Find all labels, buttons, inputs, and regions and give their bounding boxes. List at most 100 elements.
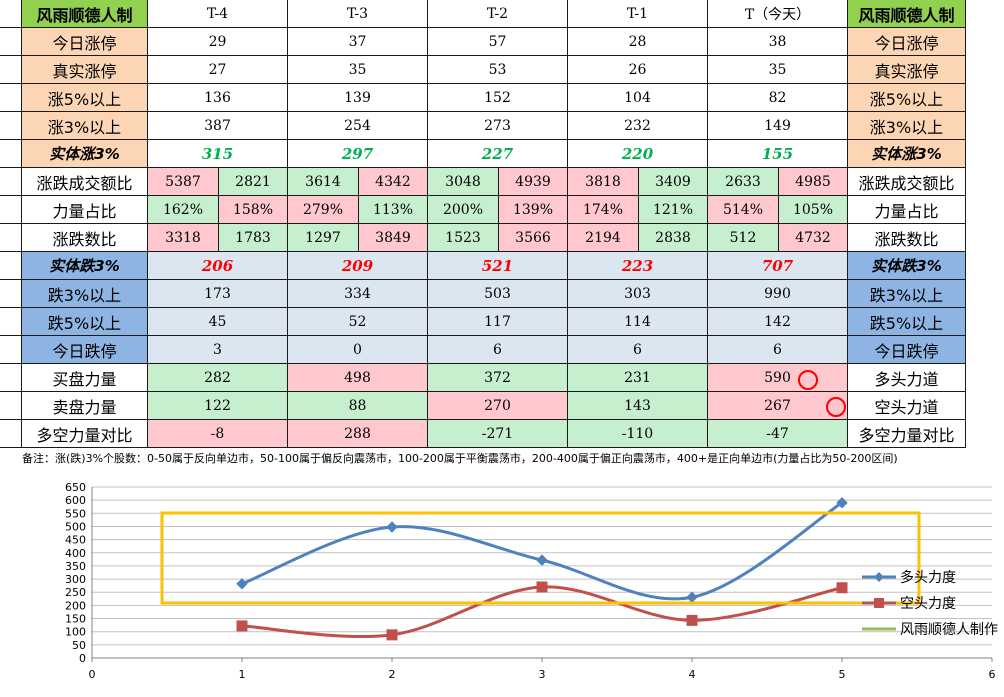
row-label: 多空力量对比	[22, 420, 148, 448]
table-cell: 35	[288, 56, 428, 84]
table-cell: 6	[568, 336, 708, 364]
table-cell: 521	[428, 252, 568, 280]
y-tick-label: 400	[65, 547, 86, 560]
pair-value-right: 113%	[359, 196, 428, 224]
table-cell: 142	[708, 308, 848, 336]
row-label: 涨跌数比	[22, 224, 148, 252]
table-cell: 45	[148, 308, 288, 336]
row-gutter	[0, 420, 22, 448]
pair-value-right: 2838	[639, 224, 708, 252]
row-label: 今日跌停	[22, 336, 148, 364]
pair-value-right: 4985	[779, 168, 848, 196]
row-gutter	[0, 336, 22, 364]
data-point	[686, 614, 698, 626]
table-cell: 227	[428, 140, 568, 168]
row-label-right: 涨5%以上	[848, 84, 966, 112]
footnote: 备注：涨(跌)3%个股数：0-50属于反向单边市，50-100属于偏反向震荡市，…	[22, 452, 898, 465]
table-cell: 139	[288, 84, 428, 112]
row-label-right: 实体跌3%	[848, 252, 966, 280]
row-gutter	[0, 0, 22, 28]
pair-value-left: 2194	[568, 224, 639, 252]
legend-label: 多头力度	[900, 570, 956, 586]
row-gutter	[0, 308, 22, 336]
pair-value-left: 1523	[428, 224, 499, 252]
pair-value-right: 4342	[359, 168, 428, 196]
row-gutter	[0, 280, 22, 308]
table-cell: 52	[288, 308, 428, 336]
table-cell: 209	[288, 252, 428, 280]
table-cell: 334	[288, 280, 428, 308]
table-row: 多空力量对比 -8 288 -271 -110 -47 多空力量对比	[0, 420, 1004, 448]
table-cell: 288	[288, 420, 428, 448]
row-label: 涨3%以上	[22, 112, 148, 140]
data-point	[836, 582, 848, 594]
pair-value-right: 1783	[219, 224, 288, 252]
row-label: 买盘力量	[22, 364, 148, 392]
row-gutter	[0, 168, 22, 196]
table-cell: 231	[568, 364, 708, 392]
row-label-right: 多头力道	[848, 364, 966, 392]
row-label-right: 真实涨停	[848, 56, 966, 84]
table-cell: -47	[708, 420, 848, 448]
row-label-right: 跌3%以上	[848, 280, 966, 308]
row-gutter	[0, 392, 22, 420]
row-label: 实体涨3%	[22, 140, 148, 168]
table-row: 实体跌3% 206 209 521 223 707 实体跌3%	[0, 252, 1004, 280]
data-point	[536, 581, 548, 593]
row-label: 跌5%以上	[22, 308, 148, 336]
row-label: 实体跌3%	[22, 252, 148, 280]
table-cell: 173	[148, 280, 288, 308]
data-point	[536, 554, 548, 566]
y-tick-label: 100	[65, 626, 86, 639]
row-label-right: 涨3%以上	[848, 112, 966, 140]
row-gutter	[0, 196, 22, 224]
period-header: T-2	[428, 0, 568, 28]
table-row: 今日跌停 3 0 6 6 6 今日跌停	[0, 336, 1004, 364]
table-cell: 104	[568, 84, 708, 112]
table-row: 卖盘力量 122 88 270 143 267 空头力道	[0, 392, 1004, 420]
period-header: T（今天）	[708, 0, 848, 28]
table-cell: 88	[288, 392, 428, 420]
table-row: 跌5%以上 45 52 117 114 142 跌5%以上	[0, 308, 1004, 336]
market-breadth-table: 风雨顺德人制 T-4 T-3 T-2 T-1 T（今天） 风雨顺德人制 今日涨停 29 37 57 2…	[0, 0, 1004, 448]
pair-value-right: 105%	[779, 196, 848, 224]
table-cell: 3	[148, 336, 288, 364]
row-gutter	[0, 84, 22, 112]
table-row: 今日涨停 29 37 57 28 38 今日涨停	[0, 28, 1004, 56]
pair-value-left: 2633	[708, 168, 779, 196]
x-tick-label: 0	[89, 668, 96, 681]
pair-value-right: 2821	[219, 168, 288, 196]
table-cell: 254	[288, 112, 428, 140]
y-tick-label: 150	[65, 613, 86, 626]
legend-label: 风雨顺德人制作	[900, 622, 998, 638]
pair-value-right: 139%	[499, 196, 568, 224]
table-cell: 114	[568, 308, 708, 336]
y-tick-label: 50	[72, 639, 86, 652]
legend-swatch	[862, 572, 896, 582]
table-cell: 232	[568, 112, 708, 140]
row-label-right: 今日涨停	[848, 28, 966, 56]
table-row: 真实涨停 27 35 53 26 35 真实涨停	[0, 56, 1004, 84]
row-label: 涨5%以上	[22, 84, 148, 112]
table-row: 买盘力量 282 498 372 231 590 多头力道	[0, 364, 1004, 392]
table-cell: 29	[148, 28, 288, 56]
pair-value-left: 514%	[708, 196, 779, 224]
table-cell: -110	[568, 420, 708, 448]
row-label: 卖盘力量	[22, 392, 148, 420]
brand-label-left: 风雨顺德人制	[22, 0, 148, 28]
row-gutter	[0, 224, 22, 252]
row-label: 力量占比	[22, 196, 148, 224]
table-cell: 152	[428, 84, 568, 112]
table-cell: 590	[708, 364, 848, 392]
y-tick-label: 250	[65, 586, 86, 599]
pair-value-left: 3614	[288, 168, 359, 196]
table-cell: 273	[428, 112, 568, 140]
pair-value-left: 162%	[148, 196, 219, 224]
period-header: T-3	[288, 0, 428, 28]
pair-value-left: 3048	[428, 168, 499, 196]
table-cell: 372	[428, 364, 568, 392]
pair-value-left: 279%	[288, 196, 359, 224]
table-cell: 57	[428, 28, 568, 56]
table-row: 实体涨3% 315 297 227 220 155 实体涨3%	[0, 140, 1004, 168]
pair-value-right: 3566	[499, 224, 568, 252]
